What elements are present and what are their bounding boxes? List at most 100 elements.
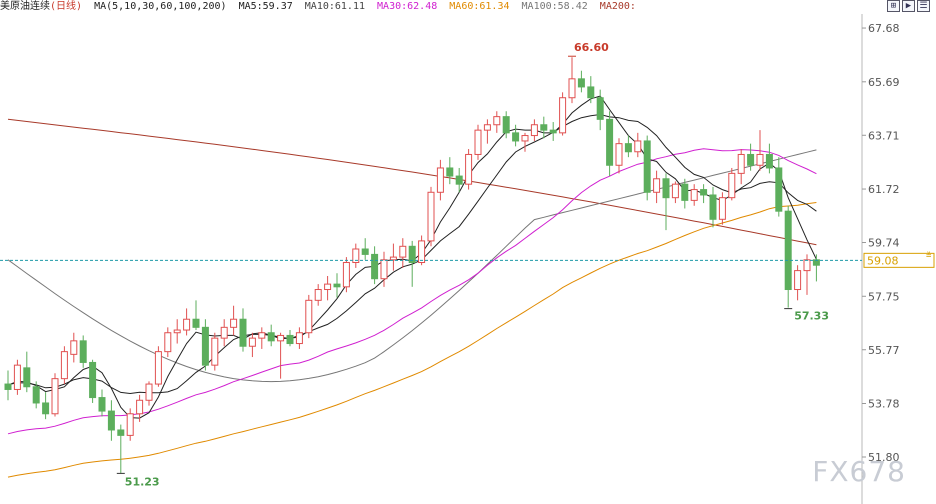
candle-body [239,318,247,347]
candle-body [709,194,717,220]
candle-body [305,299,313,334]
current-price-tag [863,252,935,268]
low-annotation-right: 57.33 [794,310,829,323]
candle-body [662,178,670,199]
candle-body [700,189,708,196]
candle-body [483,124,491,131]
candle-body [615,143,623,166]
candle-body [474,129,482,155]
candle-body [427,191,435,242]
candle-body [775,167,783,212]
ma5-value: MA5:59.37 [238,1,293,12]
candle-body [173,329,181,334]
y-tick-label: 53.78 [868,398,900,411]
candle-body [436,167,444,193]
candle-body [389,256,397,261]
candle-body [512,132,520,142]
candle-body [342,262,350,288]
settings-icon[interactable]: ☰ [917,0,930,12]
candle-body [286,334,294,345]
candle-body [737,153,745,174]
candle-body [493,116,501,126]
candle-body [211,337,219,366]
candle-body [624,143,632,153]
candle-body [267,332,275,342]
ma-params[interactable]: MA(5,10,30,60,100,200) [94,1,227,12]
candle-body [465,153,473,185]
candle-body [192,318,200,328]
candle-body [765,153,773,169]
candle-body [277,334,285,342]
candle-body [653,178,661,193]
zoom-icon[interactable]: ⊞ [887,0,900,12]
candle-body [164,332,172,353]
candle-body [718,197,726,220]
candle-body [117,429,125,436]
candle-body [126,413,134,436]
ma100-value: MA100:58.42 [521,1,588,12]
watermark: FX678 [812,455,906,488]
candle-body [540,124,548,131]
candle-body [60,351,68,380]
candle-body [690,189,698,201]
candle-body [248,337,256,347]
chart-toolbar: ⊞ ▶ ☰ [887,0,930,12]
chart-header: 美原油连续(日线) MA(5,10,30,60,100,200) MA5:59.… [0,0,642,14]
candle-body [606,118,614,166]
candle-body [183,318,191,331]
candle-body [154,351,162,385]
candle-body [98,397,106,412]
candle-body [408,245,416,264]
period-label: (日线) [50,1,83,12]
current-price-label: 59.08 [867,254,899,267]
candle-body [568,78,576,99]
low-annotation-left: 51.23 [125,475,160,488]
candle-body [671,183,679,199]
candle-body [794,270,802,291]
candle-body [89,361,97,399]
candle-body [577,78,585,88]
ma200-line [7,118,817,246]
candle-body [32,386,40,404]
ma10-value: MA10:61.11 [304,1,365,12]
y-tick-label: 51.80 [868,451,900,464]
ma100-line [7,149,817,383]
candle-body [596,97,604,120]
ma60-value: MA60:61.34 [449,1,510,12]
candle-body [803,259,811,272]
candle-body [399,245,407,258]
candle-body [530,124,538,137]
candle-body [230,318,238,328]
candle-body [79,340,87,363]
candle-body [418,240,426,264]
candle-body [634,140,642,153]
candle-body [380,259,388,280]
candle-body [145,383,153,401]
candle-body [333,283,341,288]
play-icon[interactable]: ▶ [902,0,915,12]
candle-body [371,253,379,280]
y-tick-label: 63.71 [868,129,900,142]
candle-body [747,153,755,166]
candle-body [4,383,12,390]
candle-body [756,153,764,166]
candle-body [70,340,78,355]
candle-body [324,283,332,291]
candle-body [728,172,736,199]
candle-body [643,140,651,193]
candle-body [201,326,209,366]
y-tick-label: 67.68 [868,22,900,35]
candle-body [314,289,322,301]
high-annotation: 66.60 [574,41,609,54]
candle-body [521,135,529,142]
candle-body [13,364,21,390]
candle-body [812,259,820,266]
ma200-value: MA200: [599,1,636,12]
y-tick-label: 55.77 [868,344,900,357]
candle-body [352,248,360,264]
y-tick-label: 65.69 [868,76,900,89]
candle-body [42,402,50,415]
candle-body [23,367,31,388]
candle-body [220,326,228,339]
